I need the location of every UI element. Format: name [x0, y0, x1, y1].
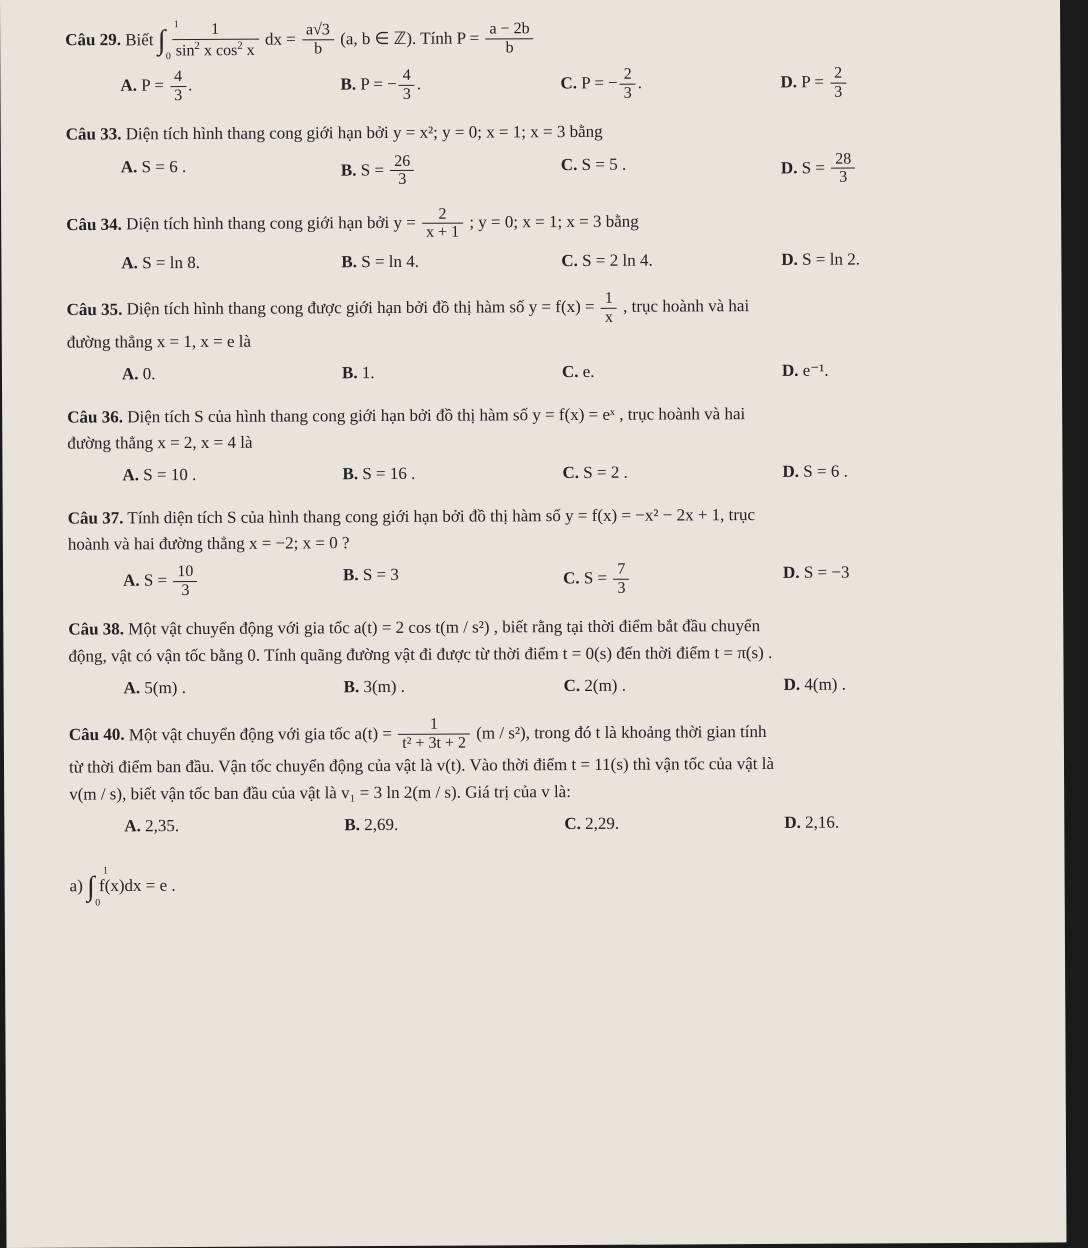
cond: (a, b ∈ ℤ). Tính P = — [340, 28, 483, 48]
int-hi: 1 — [174, 17, 179, 33]
question-33: Câu 33. Diện tích hình thang cong giới h… — [66, 117, 1011, 191]
q37-text: Tính diện tích S của hình thang cong giớ… — [127, 505, 755, 527]
q34-head: Câu 34. — [66, 214, 122, 233]
q37-options: A. S = 103 B. S = 3 C. S = 73 D. S = −3 — [123, 559, 1013, 601]
q38-optA: A. 5(m) . — [124, 674, 344, 701]
footer-text: f(x)dx = e . — [99, 876, 176, 895]
q36-optB: B. S = 16 . — [342, 460, 562, 487]
q36-optC: C. S = 2 . — [562, 459, 782, 486]
q36-text: Diện tích S của hình thang cong giới hạn… — [127, 404, 745, 426]
q35-optC: C. e. — [562, 358, 782, 385]
q37-line2: hoành và hai đường thẳng x = −2; x = 0 ? — [68, 527, 1013, 558]
q29-optD: D. P = 23 — [780, 64, 1000, 102]
q34-text: Diện tích hình thang cong giới hạn bởi y… — [126, 212, 639, 234]
q35-optA: A. 0. — [122, 361, 342, 388]
q40-line3: v(m / s), biết vận tốc ban đầu của vật l… — [69, 776, 1014, 807]
q40-head: Câu 40. — [69, 725, 125, 744]
num: a − 2b — [485, 20, 533, 39]
footer-label: a) — [70, 877, 88, 896]
question-38: Câu 38. Một vật chuyển động với gia tốc … — [68, 612, 1013, 702]
den: sin2 x cos2 x — [172, 39, 259, 60]
q38-text: Một vật chuyển động với gia tốc a(t) = 2… — [128, 616, 760, 638]
q29-integrand: 1 sin2 x cos2 x — [172, 21, 259, 61]
q35-options: A. 0. B. 1. C. e. D. e⁻¹. — [122, 357, 1012, 388]
q37-optA: A. S = 103 — [123, 563, 343, 601]
q36-optD: D. S = 6 . — [782, 458, 1002, 485]
q33-head: Câu 33. — [66, 125, 122, 144]
question-34: Câu 34. Diện tích hình thang cong giới h… — [66, 202, 1011, 276]
q35-text: Diện tích hình thang cong được giới hạn … — [127, 297, 750, 319]
q37-optB: B. S = 3 — [343, 561, 563, 599]
q40-optA: A. 2,35. — [124, 812, 344, 839]
q29-optA: A. P = 43. — [120, 68, 340, 106]
q29-options: A. P = 43. B. P = −43. C. P = −23. D. P … — [120, 64, 1010, 106]
num: 1 — [172, 21, 259, 40]
q38-options: A. 5(m) . B. 3(m) . C. 2(m) . D. 4(m) . — [124, 671, 1014, 702]
q29-text: Biết ∫01 1 sin2 x cos2 x dx = a√3 b (a, … — [125, 28, 536, 49]
den: b — [302, 40, 334, 59]
question-37: Câu 37. Tính diện tích S của hình thang … — [68, 500, 1013, 601]
q34-optA: A. S = ln 8. — [121, 249, 341, 276]
num: a√3 — [302, 21, 334, 40]
q40-optB: B. 2,69. — [344, 811, 564, 838]
integral-icon: ∫01 — [87, 866, 95, 909]
q33-optD: D. S = 283 — [781, 149, 1001, 187]
question-35: Câu 35. Diện tích hình thang cong được g… — [67, 288, 1012, 389]
integral-icon: ∫01 — [158, 19, 166, 62]
q34-optD: D. S = ln 2. — [781, 245, 1001, 272]
q36-options: A. S = 10 . B. S = 16 . C. S = 2 . D. S … — [122, 458, 1012, 489]
int-lo: 0 — [166, 49, 171, 65]
q38-optC: C. 2(m) . — [564, 672, 784, 699]
question-29: Câu 29. Biết ∫01 1 sin2 x cos2 x dx = a√… — [65, 15, 1010, 106]
q34-optC: C. S = 2 ln 4. — [561, 247, 781, 274]
q33-optB: B. S = 263 — [341, 152, 561, 190]
q35-optD: D. e⁻¹. — [782, 357, 1002, 384]
q36-head: Câu 36. — [67, 407, 123, 426]
q35-head: Câu 35. — [67, 300, 123, 319]
q40-options: A. 2,35. B. 2,69. C. 2,29. D. 2,16. — [124, 809, 1014, 840]
question-40: Câu 40. Một vật chuyển động với gia tốc … — [69, 713, 1015, 840]
q40-optD: D. 2,16. — [784, 809, 1004, 836]
exam-page: Câu 29. Biết ∫01 1 sin2 x cos2 x dx = a√… — [0, 0, 1067, 1248]
q37-optD: D. S = −3 — [783, 559, 1003, 597]
q40-optC: C. 2,29. — [564, 810, 784, 837]
dx: dx = — [265, 29, 300, 48]
q35-optB: B. 1. — [342, 359, 562, 386]
q36-optA: A. S = 10 . — [122, 462, 342, 489]
q40-text: Một vật chuyển động với gia tốc a(t) = 1… — [129, 722, 767, 744]
q34-optB: B. S = ln 4. — [341, 248, 561, 275]
q38-optD: D. 4(m) . — [784, 671, 1004, 698]
q34-options: A. S = ln 8. B. S = ln 4. C. S = 2 ln 4.… — [121, 245, 1011, 276]
q29-prefix: Biết — [125, 30, 158, 49]
q33-optA: A. S = 6 . — [121, 153, 341, 191]
q38-head: Câu 38. — [68, 620, 124, 639]
q38-line2: động, vật có vận tốc bằng 0. Tính quãng … — [68, 638, 1013, 669]
q29-P: a − 2b b — [485, 20, 533, 57]
q35-line2: đường thẳng x = 1, x = e là — [67, 325, 1012, 356]
footer-item-a: a) ∫01 f(x)dx = e . — [70, 861, 1015, 909]
q33-text: Diện tích hình thang cong giới hạn bởi y… — [126, 122, 603, 143]
q37-optC: C. S = 73 — [563, 560, 783, 598]
q33-optC: C. S = 5 . — [561, 151, 781, 189]
q33-options: A. S = 6 . B. S = 263 C. S = 5 . D. S = … — [121, 149, 1011, 191]
den: b — [485, 39, 533, 58]
q38-optB: B. 3(m) . — [344, 673, 564, 700]
q37-head: Câu 37. — [68, 508, 124, 527]
question-36: Câu 36. Diện tích S của hình thang cong … — [67, 399, 1012, 489]
q29-head: Câu 29. — [65, 30, 121, 49]
q36-line2: đường thẳng x = 2, x = 4 là — [67, 426, 1012, 457]
q29-optC: C. P = −23. — [560, 65, 780, 103]
q29-optB: B. P = −43. — [340, 66, 560, 104]
q29-rhs: a√3 b — [302, 21, 334, 58]
